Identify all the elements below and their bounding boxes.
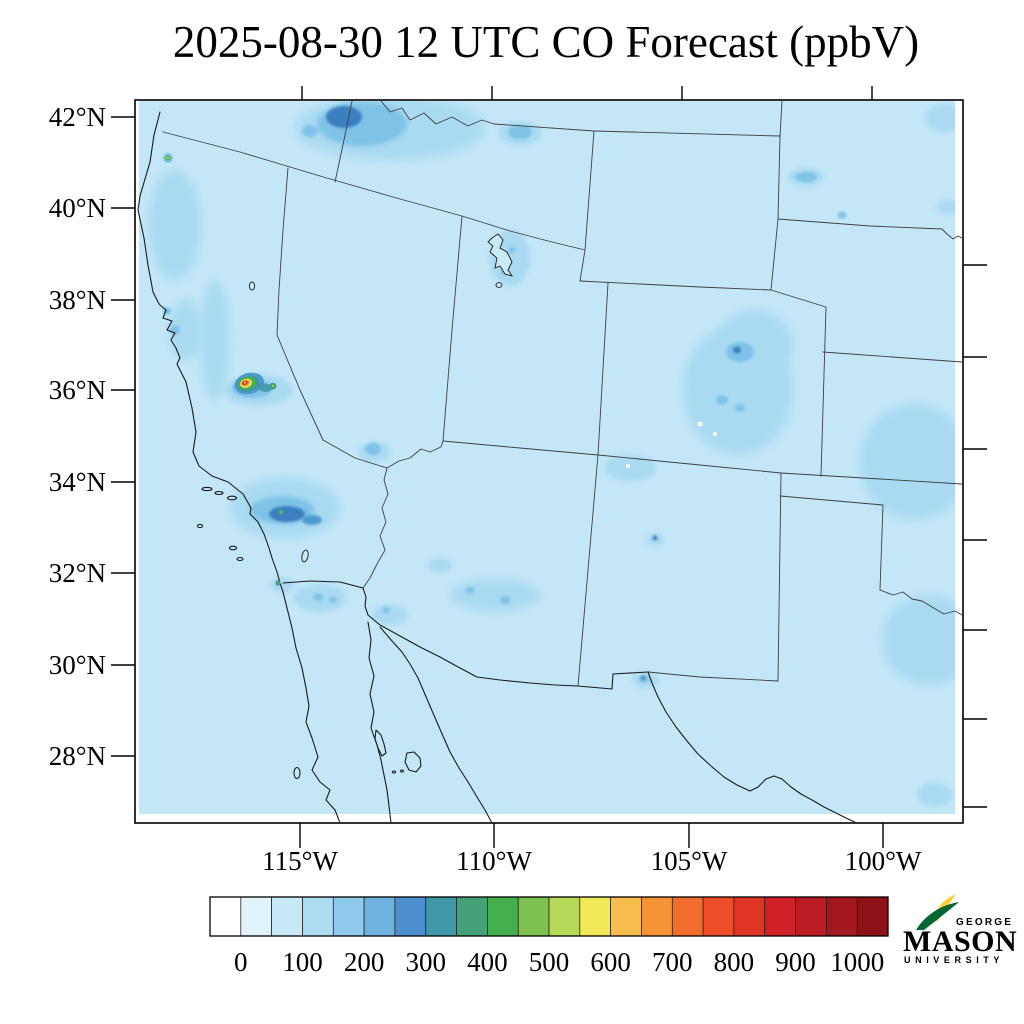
salton-sea — [301, 549, 309, 563]
co-background-field — [136, 101, 962, 822]
lat-label: 34°N — [49, 467, 106, 497]
lat-label: 42°N — [49, 102, 106, 132]
colorbar-outline — [209, 896, 889, 937]
colorbar-segment — [764, 896, 797, 937]
colorbar-segment — [610, 896, 642, 937]
colorbar-tick-label: 700 — [652, 947, 693, 977]
colorbar-tick-label: 900 — [775, 947, 816, 977]
lat-label: 28°N — [49, 741, 106, 771]
colorbar-tick-label: 600 — [590, 947, 631, 977]
map-field — [136, 101, 962, 822]
colorbar-segment — [795, 896, 827, 937]
colorbar-segment — [641, 896, 673, 937]
co-hotspot-secondary — [256, 382, 277, 392]
us-mexico-border — [282, 580, 649, 690]
colorbar-tick-label: 1000 — [830, 947, 884, 977]
colorbar-tick-label: 500 — [529, 947, 570, 977]
map-frame — [134, 99, 964, 824]
gmu-logo-george: GEORGE — [956, 917, 1013, 928]
colorbar-segment — [517, 896, 550, 937]
islands — [196, 486, 422, 780]
colorbar-segment — [394, 896, 427, 937]
colorbar-tick-label: 400 — [467, 947, 508, 977]
colorbar-tick-labels: 0 100 200 300 400 500 600 700 800 900 10… — [234, 947, 884, 977]
gmu-logo-university: UNIVERSITY — [904, 955, 1004, 965]
lat-label: 36°N — [49, 375, 106, 405]
domain-edge-left — [136, 101, 139, 822]
domain-edge-right — [955, 101, 962, 822]
state-borders — [162, 101, 962, 687]
colorbar-segment — [240, 896, 273, 937]
co-hotspot-la — [278, 509, 284, 515]
colorbar-segment — [332, 896, 365, 937]
lon-ticks-bottom — [299, 823, 884, 848]
lat-ticks-right — [963, 264, 987, 808]
utah-lake — [495, 282, 503, 288]
gmu-swoosh-green-icon — [916, 902, 959, 930]
co-hotspot-sandiego — [275, 580, 281, 586]
coastlines — [137, 111, 857, 822]
colorbar-segment — [733, 896, 766, 937]
colorbar-segment — [271, 896, 303, 937]
lat-axis-labels: 42°N 40°N 38°N 36°N 34°N 32°N 30°N 28°N — [49, 102, 106, 771]
lakes — [248, 233, 514, 563]
colorbar-tick-label: 200 — [344, 947, 385, 977]
colorbar-segment — [826, 896, 858, 937]
colorbar-segment — [302, 896, 334, 937]
colorbar-segment — [363, 896, 396, 937]
lon-axis-labels: 115°W 110°W 105°W 100°W — [262, 846, 922, 876]
colorbar-tick-label: 100 — [282, 947, 323, 977]
figure-title: 2025-08-30 12 UTC CO Forecast (ppbV) — [173, 17, 919, 67]
colorbar-segment — [702, 896, 735, 937]
domain-edge-bottom — [136, 814, 962, 822]
pyramid-lake — [248, 281, 256, 291]
lat-label: 40°N — [49, 193, 106, 223]
colorbar-tick-label: 300 — [405, 947, 446, 977]
colorbar-segment — [579, 896, 612, 937]
colorbar-segment — [548, 896, 581, 937]
colorbar-tick-label: 800 — [714, 947, 755, 977]
lat-ticks-left — [111, 116, 135, 757]
co-hotspot-main — [234, 372, 264, 395]
co-hotspot-norcal — [163, 153, 173, 163]
colorbar-segment — [486, 896, 519, 937]
lon-label: 100°W — [845, 846, 922, 876]
gmu-logo-mason: MASON — [903, 925, 1017, 958]
gmu-logo: GEORGE MASON UNIVERSITY — [903, 894, 1017, 965]
colorbar-tick-label: 0 — [234, 947, 248, 977]
colorbar-segments — [209, 896, 889, 937]
lon-label: 115°W — [262, 846, 338, 876]
colorbar-segment — [456, 896, 488, 937]
great-salt-lake — [487, 233, 514, 277]
rio-grande-border — [647, 671, 857, 822]
colorbar-segment — [209, 896, 242, 937]
lon-label: 110°W — [456, 846, 532, 876]
lat-label: 38°N — [49, 285, 106, 315]
co-dark-patches — [269, 106, 741, 680]
lon-label: 105°W — [651, 846, 728, 876]
colorbar-segment — [425, 896, 458, 937]
lon-ticks-top — [301, 86, 873, 100]
colorbar-segment — [671, 896, 704, 937]
colorbar: 0 100 200 300 400 500 600 700 800 900 10… — [209, 896, 889, 977]
colorbar-segment — [856, 896, 889, 937]
map-panel: 42°N 40°N 38°N 36°N 34°N 32°N 30°N 28°N … — [49, 86, 987, 876]
lat-label: 30°N — [49, 650, 106, 680]
lat-label: 32°N — [49, 558, 106, 588]
